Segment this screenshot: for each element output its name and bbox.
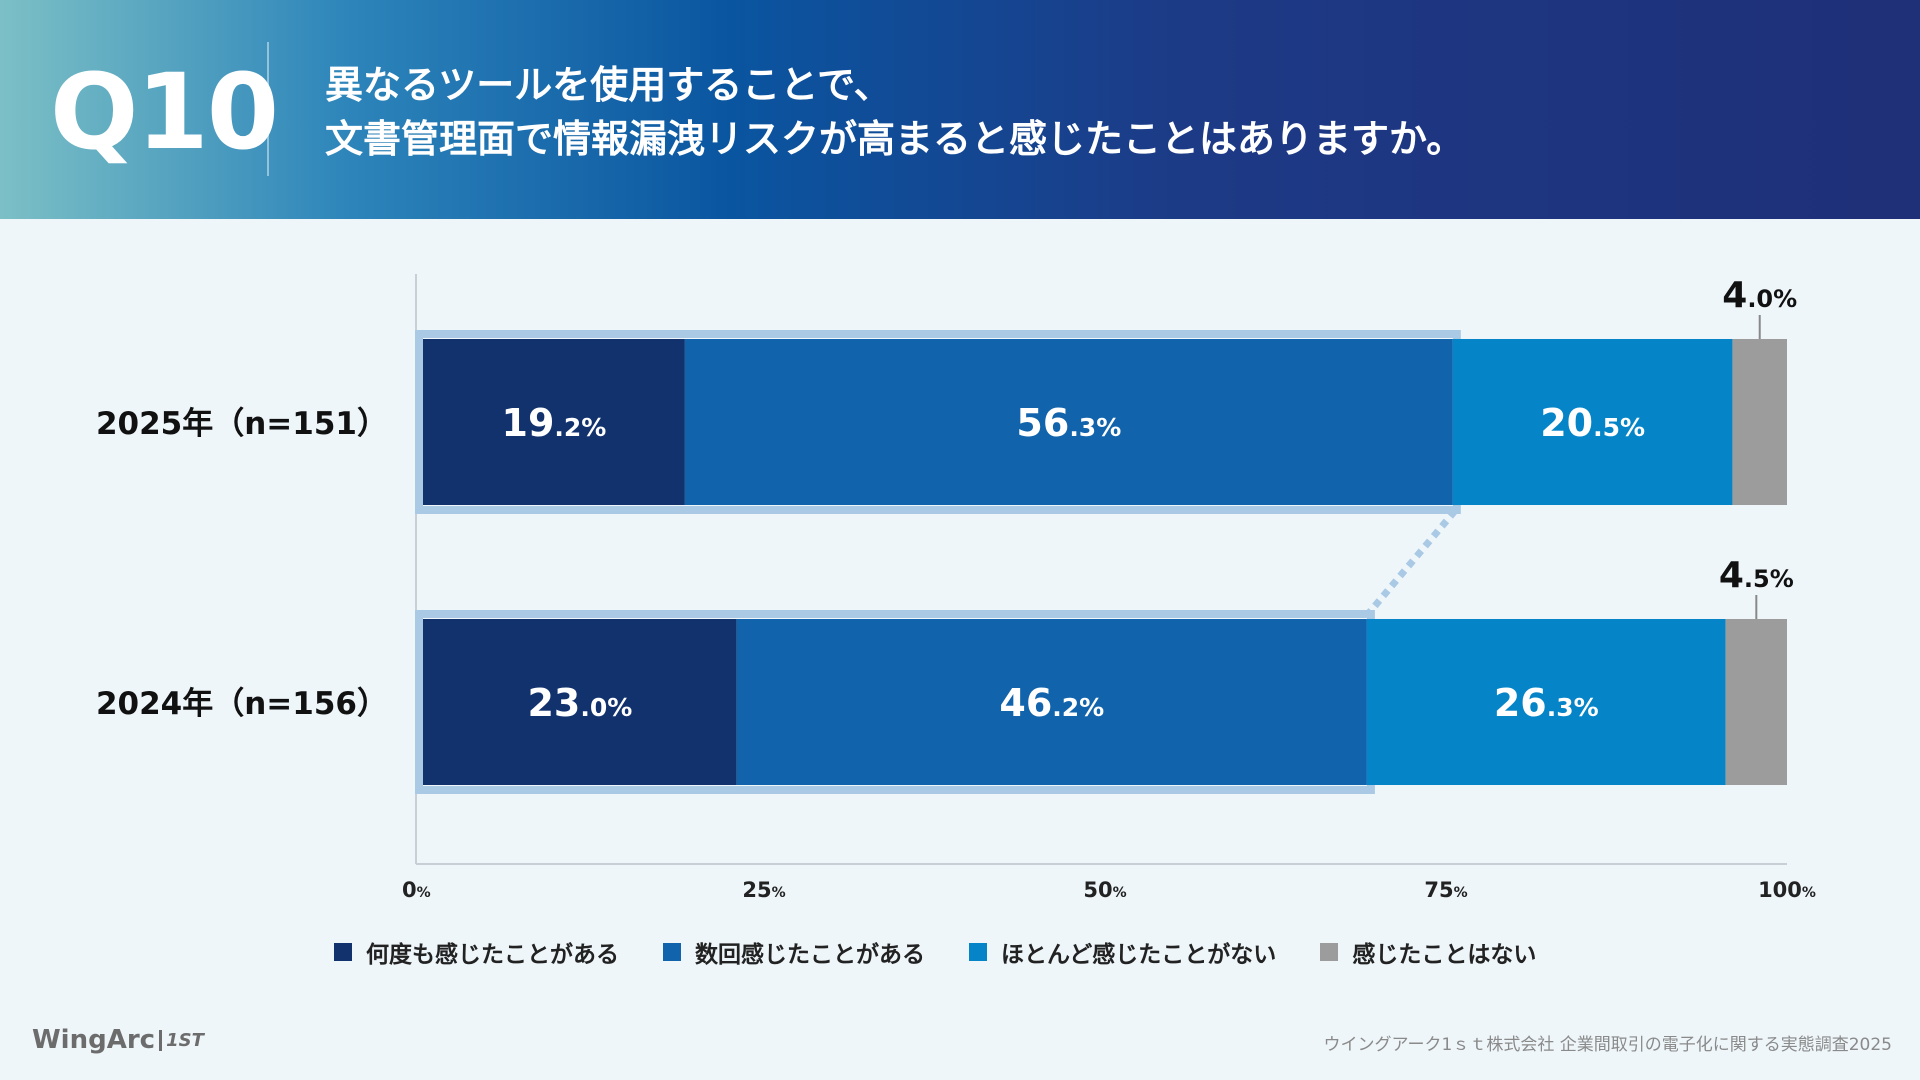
data-label-2-2: 46.2% bbox=[999, 681, 1104, 725]
legend-item-4: 感じたことはない bbox=[1320, 935, 1536, 969]
legend-swatch-3 bbox=[969, 943, 987, 961]
source-note: ウイングアーク1ｓｔ株式会社 企業間取引の電子化に関する実態調査2025 bbox=[1323, 1035, 1892, 1055]
stacked-bar-chart: 2025年（n=151） 19.2% 56.3% 20.5% 4.0% 2024年（n=1… bbox=[0, 219, 1920, 999]
data-label-1-3: 20.5% bbox=[1540, 401, 1645, 445]
legend-swatch-2 bbox=[663, 943, 681, 961]
data-label-2-4: 4.5% bbox=[1719, 555, 1794, 596]
data-label-2-1: 23.0% bbox=[527, 681, 632, 725]
question-title: 異なるツールを使用することで、 文書管理面で情報漏洩リスクが高まると感じたことは… bbox=[325, 58, 1885, 166]
logo-mark: 1ST bbox=[159, 1029, 204, 1051]
bar-2-1 bbox=[423, 619, 737, 785]
category-label-1: 2025年（n=151） bbox=[96, 406, 388, 442]
legend-item-3: ほとんど感じたことがない bbox=[969, 935, 1276, 969]
x-tick-25: 25% bbox=[742, 878, 785, 902]
chart-legend: 何度も感じたことがある 数回感じたことがある ほとんど感じたことがない 感じたこ… bbox=[334, 935, 1580, 969]
data-label-1-4: 4.0% bbox=[1722, 275, 1797, 316]
data-label-2-3: 26.3% bbox=[1494, 681, 1599, 725]
wingarc-logo: WingArc 1ST bbox=[32, 1020, 204, 1060]
legend-label-2: 数回感じたことがある bbox=[695, 942, 925, 968]
legend-item-2: 数回感じたことがある bbox=[663, 935, 925, 969]
x-tick-50: 50% bbox=[1083, 878, 1126, 902]
bar-1-4 bbox=[1732, 339, 1787, 505]
bar-2-3 bbox=[1366, 619, 1726, 785]
bar-1-2 bbox=[684, 339, 1453, 505]
bar-1-1 bbox=[423, 339, 685, 505]
legend-swatch-1 bbox=[334, 943, 352, 961]
data-label-1-2: 56.3% bbox=[1016, 401, 1121, 445]
data-label-1-1: 19.2% bbox=[502, 401, 607, 445]
chart-svg: 2025年（n=151） 19.2% 56.3% 20.5% 4.0% 2024年（n=1… bbox=[96, 274, 1816, 902]
header-banner: Q10 異なるツールを使用することで、 文書管理面で情報漏洩リスクが高まると感じ… bbox=[0, 0, 1920, 219]
legend-item-1: 何度も感じたことがある bbox=[334, 935, 619, 969]
highlight-connector bbox=[1366, 508, 1458, 616]
logo-text: WingArc bbox=[32, 1025, 156, 1055]
category-label-2: 2024年（n=156） bbox=[96, 686, 388, 722]
question-title-line2: 文書管理面で情報漏洩リスクが高まると感じたことはありますか。 bbox=[325, 117, 1465, 161]
legend-label-4: 感じたことはない bbox=[1352, 942, 1537, 968]
bar-2-2 bbox=[736, 619, 1367, 785]
x-tick-75: 75% bbox=[1424, 878, 1467, 902]
bar-2-4 bbox=[1725, 619, 1787, 785]
question-number: Q10 bbox=[50, 51, 279, 173]
legend-swatch-4 bbox=[1320, 943, 1339, 961]
x-tick-0: 0% bbox=[402, 878, 431, 902]
bar-1-3 bbox=[1452, 339, 1733, 505]
x-tick-100: 100% bbox=[1758, 878, 1816, 902]
legend-label-1: 何度も感じたことがある bbox=[366, 942, 619, 968]
header-divider bbox=[267, 42, 269, 176]
legend-label-3: ほとんど感じたことがない bbox=[1001, 942, 1277, 968]
question-title-line1: 異なるツールを使用することで、 bbox=[325, 63, 892, 107]
